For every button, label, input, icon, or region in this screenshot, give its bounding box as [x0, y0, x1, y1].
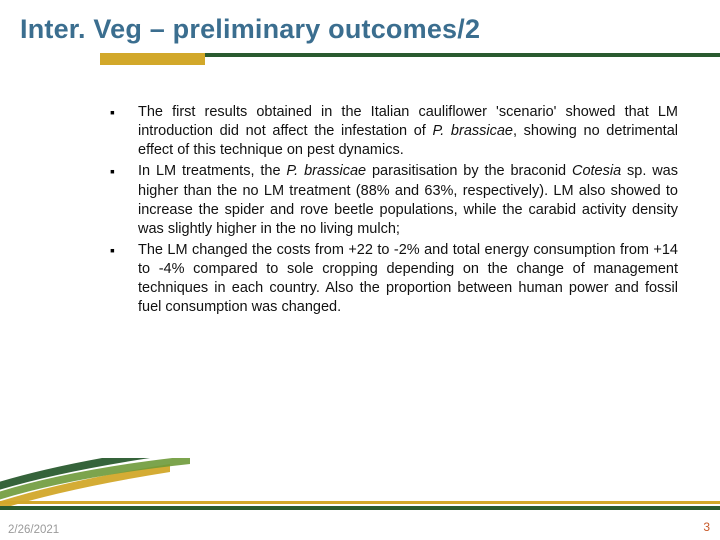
- bullet-list: The first results obtained in the Italia…: [110, 103, 678, 317]
- bullet-italic: P. brassicae: [432, 123, 513, 139]
- bullet-italic: P. brassicae: [286, 163, 366, 179]
- underline-yellow-block: [100, 53, 205, 65]
- bottom-decoration: [0, 474, 720, 518]
- footer: 2/26/2021 3: [0, 518, 720, 538]
- content-area: The first results obtained in the Italia…: [0, 65, 720, 317]
- list-item: The first results obtained in the Italia…: [110, 103, 678, 160]
- bullet-text: parasitisation by the braconid: [366, 163, 572, 179]
- footer-line-yellow: [0, 501, 720, 504]
- title-text-2: – preliminary outcomes/2: [150, 14, 480, 44]
- bullet-italic: Cotesia: [572, 163, 621, 179]
- list-item: In LM treatments, the P. brassicae paras…: [110, 162, 678, 239]
- footer-page-number: 3: [703, 520, 710, 534]
- footer-line-green: [0, 506, 720, 510]
- footer-date: 2/26/2021: [8, 524, 59, 536]
- list-item: The LM changed the costs from +22 to -2%…: [110, 241, 678, 318]
- title-underline: [0, 53, 720, 65]
- underline-green-bar: [205, 53, 720, 57]
- bullet-text: The LM changed the costs from +22 to -2%…: [138, 242, 678, 315]
- bullet-text: In LM treatments, the: [138, 163, 286, 179]
- title-text-1: Inter. Veg: [20, 14, 150, 44]
- slide-title: Inter. Veg – preliminary outcomes/2: [0, 0, 720, 53]
